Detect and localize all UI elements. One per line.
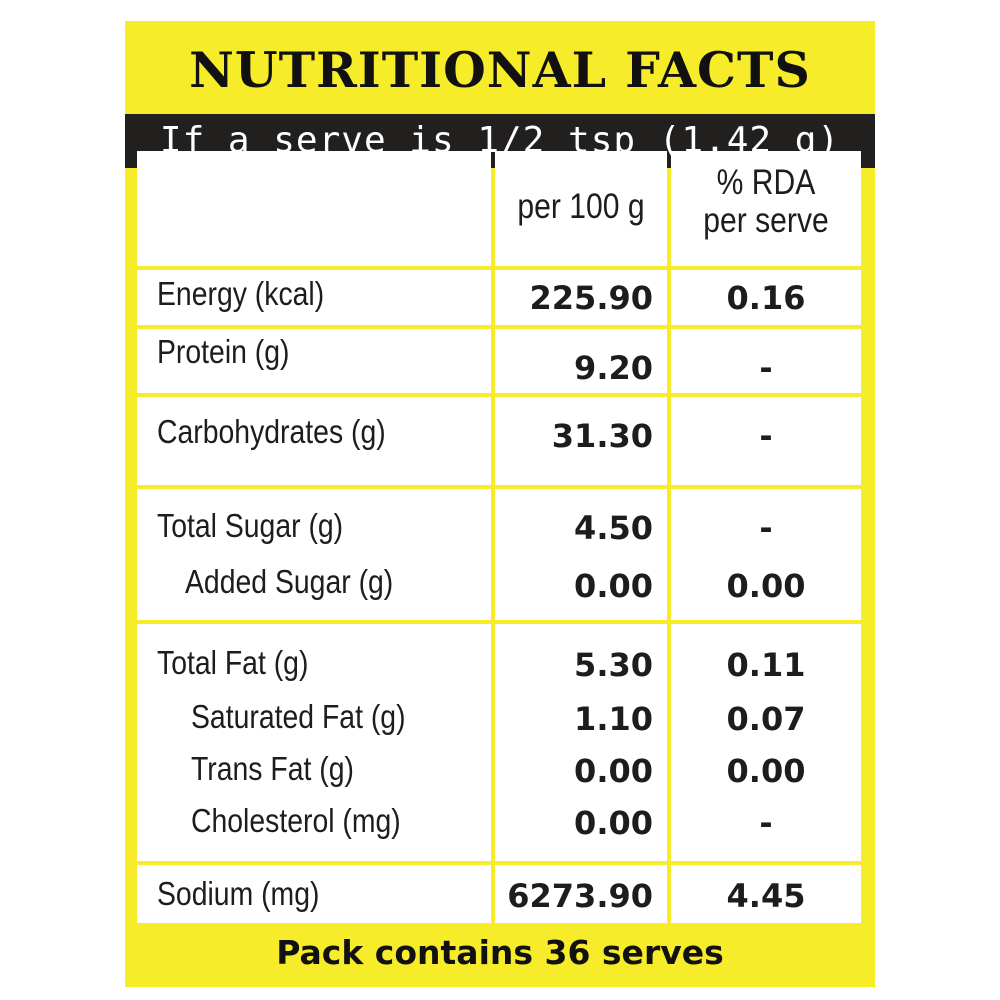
nutrition-facts-panel: NUTRITIONAL FACTS If a serve is 1/2 tsp …	[125, 21, 875, 987]
energy-rda-value: 0.16	[726, 279, 806, 317]
total-fat-per100-value: 5.30	[574, 646, 653, 684]
cholesterol-label: Cholesterol (mg)	[191, 802, 401, 839]
cholesterol-per100-value: 0.00	[574, 804, 653, 842]
header-rda-line1: % RDA	[716, 163, 816, 202]
row-energy-rda-cell: 0.16	[671, 270, 861, 325]
total-fat-label: Total Fat (g)	[157, 644, 309, 681]
header-blank-cell	[137, 151, 491, 266]
total-fat-rda-value: 0.11	[726, 646, 806, 684]
trans-fat-per100-value: 0.00	[574, 752, 653, 790]
pack-serves-footer: Pack contains 36 serves	[276, 933, 724, 972]
row-energy-per100-cell: 225.90	[495, 270, 667, 325]
row-protein-per100-cell: 9.20	[495, 329, 667, 393]
added-sugar-label: Added Sugar (g)	[185, 563, 394, 600]
row-protein-rda-cell: -	[671, 329, 861, 393]
energy-per100-value: 225.90	[529, 279, 653, 317]
row-energy-label-cell: Energy (kcal)	[137, 270, 491, 325]
protein-per100-value: 9.20	[574, 349, 653, 387]
row-carbohydrates-rda-cell: -	[671, 397, 861, 485]
added-sugar-per100-value: 0.00	[574, 567, 653, 605]
total-sugar-rda-value: -	[759, 509, 773, 547]
row-fat-per100-cell: 5.30 1.10 0.00 0.00	[495, 624, 667, 861]
sodium-per100-value: 6273.90	[507, 877, 653, 915]
header-per100-label: per 100 g	[517, 187, 645, 226]
row-carbohydrates-label-cell: Carbohydrates (g)	[137, 397, 491, 485]
row-sugar-per100-cell: 4.50 0.00	[495, 489, 667, 620]
row-protein-label-cell: Protein (g)	[137, 329, 491, 393]
saturated-fat-label: Saturated Fat (g)	[191, 698, 406, 735]
cholesterol-rda-value: -	[759, 804, 773, 842]
trans-fat-rda-value: 0.00	[726, 752, 806, 790]
carbohydrates-label: Carbohydrates (g)	[157, 413, 386, 450]
saturated-fat-rda-value: 0.07	[726, 700, 806, 738]
nutrition-title: NUTRITIONAL FACTS	[189, 41, 811, 99]
energy-label: Energy (kcal)	[157, 275, 325, 312]
sodium-rda-value: 4.45	[726, 877, 806, 915]
total-sugar-label: Total Sugar (g)	[157, 507, 344, 544]
header-rda-cell: % RDA per serve	[671, 151, 861, 266]
row-sugar-label-cell: Total Sugar (g) Added Sugar (g)	[137, 489, 491, 620]
added-sugar-rda-value: 0.00	[726, 567, 806, 605]
row-sugar-rda-cell: - 0.00	[671, 489, 861, 620]
sodium-label: Sodium (mg)	[157, 875, 320, 912]
protein-rda-value: -	[759, 349, 773, 387]
row-carbohydrates-per100-cell: 31.30	[495, 397, 667, 485]
row-sodium-per100-cell: 6273.90	[495, 865, 667, 923]
protein-label: Protein (g)	[157, 333, 290, 370]
header-rda-line2: per serve	[703, 201, 829, 240]
row-sodium-label-cell: Sodium (mg)	[137, 865, 491, 923]
row-fat-label-cell: Total Fat (g) Saturated Fat (g) Trans Fa…	[137, 624, 491, 861]
carbohydrates-per100-value: 31.30	[551, 417, 653, 455]
saturated-fat-per100-value: 1.10	[574, 700, 653, 738]
row-sodium-rda-cell: 4.45	[671, 865, 861, 923]
carbohydrates-rda-value: -	[759, 417, 773, 455]
header-per100-cell: per 100 g	[495, 151, 667, 266]
trans-fat-label: Trans Fat (g)	[191, 750, 354, 787]
row-fat-rda-cell: 0.11 0.07 0.00 -	[671, 624, 861, 861]
total-sugar-per100-value: 4.50	[574, 509, 653, 547]
